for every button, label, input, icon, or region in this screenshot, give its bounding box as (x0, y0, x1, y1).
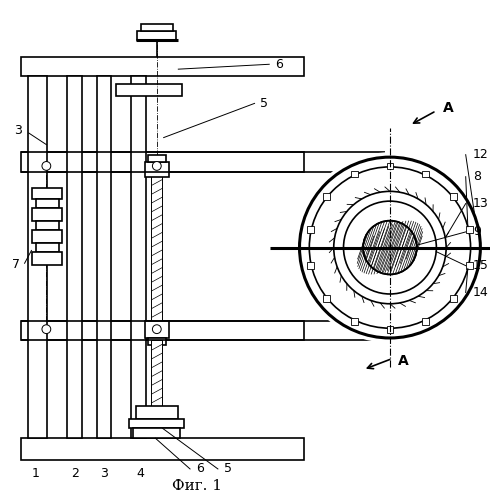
Text: 2: 2 (71, 468, 79, 480)
Text: 4: 4 (137, 468, 145, 480)
Circle shape (299, 157, 480, 338)
Bar (152, 172, 162, 321)
Text: 14: 14 (473, 286, 489, 299)
Bar (386, 326, 393, 332)
Bar (32, 208, 62, 220)
Bar (28, 76, 47, 438)
Bar (466, 226, 473, 233)
Bar (133, 428, 180, 438)
Circle shape (153, 325, 161, 334)
Bar (145, 321, 169, 338)
Bar (386, 162, 393, 170)
Circle shape (42, 325, 51, 334)
Circle shape (153, 162, 161, 170)
Text: 1: 1 (32, 468, 40, 480)
Bar (148, 338, 165, 345)
Text: 6: 6 (196, 462, 204, 475)
Text: 5: 5 (224, 462, 232, 475)
Text: 7: 7 (12, 258, 20, 271)
Text: Фиг. 1: Фиг. 1 (172, 478, 222, 492)
Text: 15: 15 (473, 259, 489, 272)
Bar (323, 193, 329, 200)
Bar (67, 76, 82, 438)
Bar (36, 220, 59, 230)
Bar (148, 154, 165, 162)
Bar (152, 340, 162, 406)
Circle shape (309, 167, 471, 328)
Bar (451, 193, 457, 200)
Bar (116, 84, 182, 96)
Bar (422, 318, 429, 324)
Circle shape (294, 152, 485, 343)
Bar (422, 170, 429, 177)
Bar (21, 152, 304, 172)
Circle shape (343, 201, 436, 294)
Bar (36, 242, 59, 252)
Text: 12: 12 (473, 148, 489, 161)
Text: 5: 5 (260, 97, 268, 110)
Bar (129, 418, 184, 428)
Bar (351, 170, 358, 177)
Text: A: A (443, 102, 453, 116)
Text: 3: 3 (13, 124, 21, 137)
Bar (21, 321, 304, 340)
Bar (451, 295, 457, 302)
Bar (351, 318, 358, 324)
Bar (466, 262, 473, 269)
Text: 3: 3 (100, 468, 108, 480)
Text: 8: 8 (473, 170, 481, 183)
Bar (32, 252, 62, 264)
Bar (145, 162, 169, 176)
Bar (137, 31, 176, 40)
Circle shape (42, 162, 51, 170)
Circle shape (363, 220, 417, 274)
Text: A: A (398, 354, 409, 368)
Bar (307, 262, 314, 269)
Bar (136, 406, 178, 418)
Bar (131, 76, 146, 438)
Bar (32, 188, 62, 198)
Bar (21, 57, 304, 76)
Text: 13: 13 (473, 197, 489, 210)
Bar (323, 295, 329, 302)
Circle shape (334, 192, 446, 304)
Bar (141, 24, 173, 31)
Text: 6: 6 (275, 58, 283, 71)
Text: 9: 9 (473, 226, 481, 238)
Bar (32, 230, 62, 242)
Bar (307, 226, 314, 233)
Bar (97, 76, 111, 438)
Bar (36, 198, 59, 208)
Bar (21, 438, 304, 460)
